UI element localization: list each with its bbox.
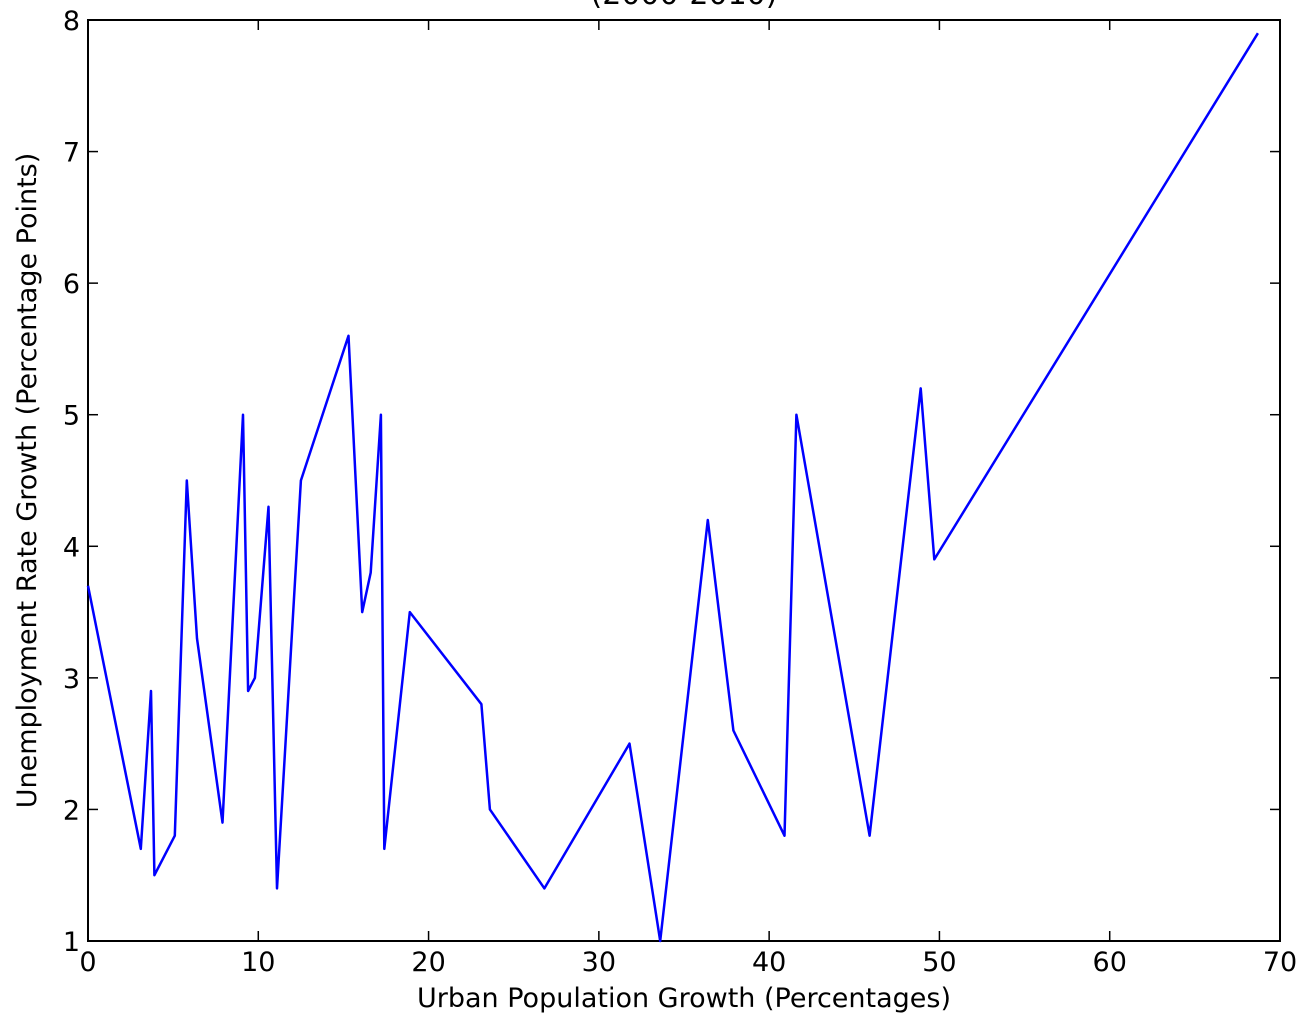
y-tick-label: 6 — [63, 269, 80, 300]
y-tick-label: 4 — [63, 532, 80, 563]
x-tick-label: 10 — [241, 947, 275, 978]
y-tick-label: 2 — [63, 795, 80, 826]
x-tick-label: 70 — [1263, 947, 1297, 978]
y-tick-label: 1 — [63, 927, 80, 958]
ticks — [87, 19, 1281, 942]
tick-labels: 0 10 20 30 40 50 60 70 1 2 3 4 5 6 7 8 — [63, 6, 1297, 978]
x-tick-label: 50 — [922, 947, 956, 978]
y-tick-label: 7 — [63, 138, 80, 169]
y-tick-label: 5 — [63, 401, 80, 432]
x-tick-label: 60 — [1093, 947, 1127, 978]
x-tick-label: 30 — [582, 947, 616, 978]
y-tick-label: 8 — [63, 6, 80, 37]
x-tick-label: 40 — [752, 947, 786, 978]
series-line — [86, 32, 1259, 943]
x-axis-label: Urban Population Growth (Percentages) — [417, 983, 951, 1014]
x-tick-label: 20 — [411, 947, 445, 978]
plot-area — [87, 19, 1281, 942]
y-axis-label: Unemployment Rate Growth (Percentage Poi… — [12, 153, 43, 809]
x-tick-label: 0 — [79, 947, 96, 978]
y-tick-label: 3 — [63, 664, 80, 695]
chart-title: (2000-2010) — [591, 0, 778, 12]
